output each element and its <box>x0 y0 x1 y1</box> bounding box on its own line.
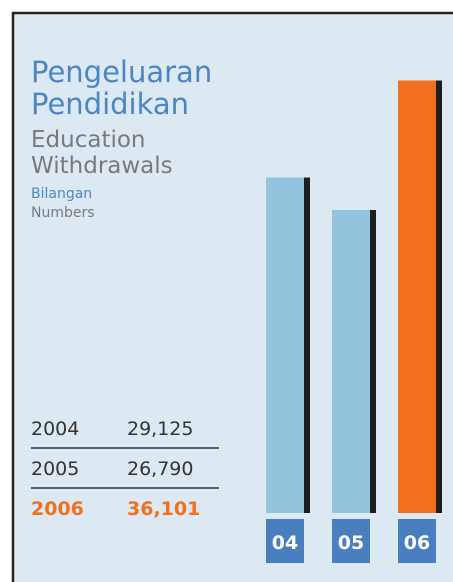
subtitle-line: Withdrawals <box>31 153 173 179</box>
title-line: Pengeluaran <box>31 55 212 89</box>
bar-shadow <box>304 177 310 513</box>
category-box <box>332 519 370 563</box>
bar <box>332 209 370 513</box>
table-year: 2005 <box>31 458 79 480</box>
panel-border <box>11 11 453 582</box>
bar-shadow <box>370 209 376 513</box>
x-tick-label: 05 <box>338 532 364 554</box>
x-tick-label: 06 <box>404 532 430 554</box>
table-year: 2004 <box>31 418 79 440</box>
table-value: 26,790 <box>127 458 193 480</box>
category-box <box>266 519 304 563</box>
table-year: 2006 <box>31 498 84 520</box>
panel-background <box>13 13 453 582</box>
ylabel-line: Bilangan <box>31 186 92 202</box>
x-tick-label: 04 <box>272 532 298 554</box>
table-value: 29,125 <box>127 418 193 440</box>
subtitle-line: Education <box>31 127 146 153</box>
category-box <box>398 519 436 563</box>
bar <box>398 80 436 514</box>
bar-shadow <box>436 80 442 514</box>
bar <box>266 177 304 513</box>
table-value: 36,101 <box>127 498 200 520</box>
ylabel-line: Numbers <box>31 205 95 221</box>
title-line: Pendidikan <box>31 87 189 121</box>
